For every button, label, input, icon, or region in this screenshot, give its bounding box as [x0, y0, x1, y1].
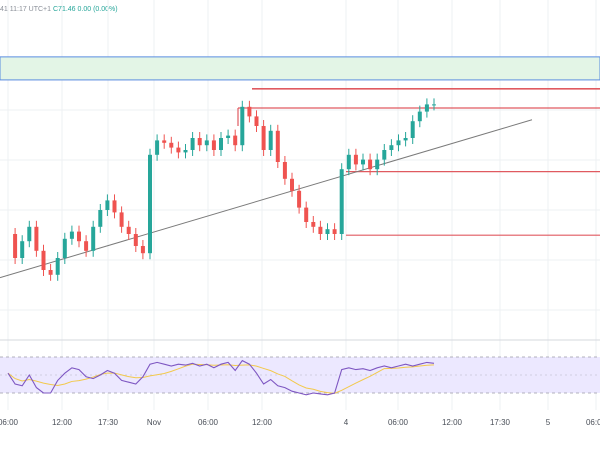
candle — [69, 225, 74, 245]
candle — [275, 124, 280, 168]
candle — [148, 148, 152, 260]
candle — [162, 134, 167, 149]
candle — [247, 100, 252, 123]
rsi-ma-line — [7, 363, 435, 394]
x-tick-label: 06:00 — [198, 418, 219, 427]
candle — [297, 184, 302, 214]
candle — [62, 232, 67, 264]
candle — [77, 225, 81, 248]
candle — [353, 148, 358, 171]
candle — [268, 124, 273, 156]
candle — [27, 220, 32, 248]
candle — [261, 120, 266, 156]
x-tick-label: 06:00 — [586, 418, 600, 427]
x-tick-label: 06:00 — [0, 418, 19, 427]
candle — [432, 98, 436, 111]
candle — [20, 235, 25, 264]
candle — [332, 223, 337, 240]
candle — [183, 144, 188, 159]
supply-zone — [0, 56, 600, 81]
candle — [190, 132, 195, 156]
candle — [417, 105, 422, 128]
candle — [424, 98, 429, 118]
x-axis: 06:00 12:00 17:30 Nov 06:00 12:00 4 06:00 12:00 1… — [0, 418, 600, 427]
candle — [119, 206, 124, 233]
x-tick-label: 5 — [546, 418, 551, 427]
candle — [325, 223, 330, 240]
candle — [382, 144, 387, 166]
candle — [169, 136, 174, 154]
candles — [13, 98, 436, 281]
info-time: 41 11:17 UTC+1 — [0, 6, 52, 13]
candle — [396, 134, 401, 152]
candle — [126, 220, 131, 240]
candle — [112, 194, 117, 219]
symbol-info: 41 11:17 UTC+1 C71.46 0.00 (0.00%) — [0, 6, 118, 13]
candle — [48, 264, 53, 281]
candle — [55, 252, 60, 281]
candle — [339, 163, 344, 240]
candle — [155, 134, 160, 161]
info-change: C71.46 0.00 (0.00%) — [53, 6, 118, 13]
x-tick-label: Nov — [147, 418, 161, 427]
x-tick-label: 4 — [344, 418, 349, 427]
candle — [98, 204, 103, 233]
candle — [133, 228, 138, 252]
rsi-line — [7, 359, 435, 396]
candle — [410, 115, 415, 144]
candle — [318, 220, 323, 240]
x-tick-label: 06:00 — [388, 418, 409, 427]
candle — [346, 148, 351, 176]
candle — [13, 228, 18, 264]
candle — [290, 172, 294, 197]
candle — [140, 240, 145, 260]
candle — [91, 220, 96, 257]
candle — [84, 235, 89, 257]
candle — [282, 156, 287, 185]
x-tick-label: 12:00 — [442, 418, 463, 427]
candle — [204, 134, 209, 152]
candle — [389, 139, 394, 156]
candle — [34, 220, 39, 257]
trendline[interactable] — [0, 119, 533, 279]
candle — [176, 141, 181, 159]
x-tick-label: 12:00 — [252, 418, 273, 427]
candle — [304, 201, 309, 228]
x-tick-label: 12:00 — [52, 418, 73, 427]
x-tick-label: 17:30 — [490, 418, 511, 427]
candle — [311, 216, 316, 233]
candle — [375, 153, 380, 176]
level-lines — [237, 88, 600, 236]
candle — [233, 129, 238, 152]
candle — [211, 134, 216, 156]
candle — [219, 132, 223, 156]
candle — [105, 194, 110, 216]
candle — [403, 132, 408, 147]
candle — [197, 132, 202, 152]
candle — [368, 153, 373, 176]
x-tick-label: 17:30 — [98, 418, 119, 427]
candle — [361, 153, 365, 171]
candle — [226, 129, 231, 144]
candle — [254, 110, 259, 132]
candle — [41, 244, 46, 276]
candle — [240, 100, 245, 152]
